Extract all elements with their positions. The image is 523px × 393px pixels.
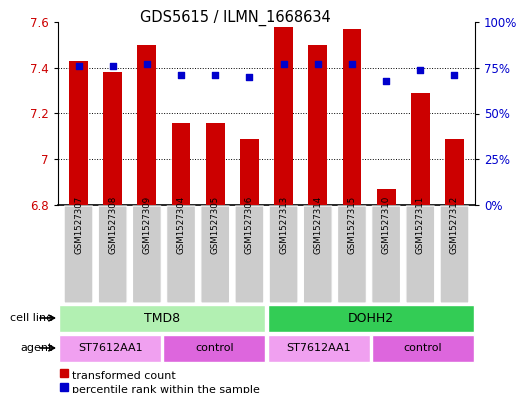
FancyBboxPatch shape bbox=[167, 206, 196, 303]
Bar bbox=[60, 369, 68, 377]
Bar bbox=[274, 27, 293, 205]
Text: ST7612AA1: ST7612AA1 bbox=[286, 343, 351, 353]
Point bbox=[279, 61, 288, 67]
FancyBboxPatch shape bbox=[337, 206, 366, 303]
Text: GSM1527311: GSM1527311 bbox=[416, 196, 425, 254]
Bar bbox=[268, 334, 370, 362]
Text: TMD8: TMD8 bbox=[144, 312, 180, 325]
Text: GSM1527306: GSM1527306 bbox=[245, 196, 254, 254]
FancyBboxPatch shape bbox=[303, 206, 332, 303]
Bar bbox=[411, 93, 430, 205]
Bar bbox=[445, 139, 464, 205]
Point bbox=[177, 72, 185, 78]
Bar bbox=[343, 29, 361, 205]
Point bbox=[245, 74, 254, 80]
Point bbox=[211, 72, 220, 78]
Text: control: control bbox=[195, 343, 234, 353]
FancyBboxPatch shape bbox=[201, 206, 230, 303]
Bar bbox=[372, 334, 474, 362]
FancyBboxPatch shape bbox=[235, 206, 264, 303]
Bar bbox=[59, 305, 266, 332]
Text: GDS5615 / ILMN_1668634: GDS5615 / ILMN_1668634 bbox=[140, 10, 331, 26]
FancyBboxPatch shape bbox=[132, 206, 161, 303]
Text: GSM1527305: GSM1527305 bbox=[211, 196, 220, 254]
Text: GSM1527313: GSM1527313 bbox=[279, 196, 288, 254]
Point bbox=[450, 72, 459, 78]
Point bbox=[382, 77, 390, 84]
Bar bbox=[309, 45, 327, 205]
Point bbox=[108, 63, 117, 69]
Text: DOHH2: DOHH2 bbox=[348, 312, 394, 325]
FancyBboxPatch shape bbox=[372, 206, 401, 303]
Text: ST7612AA1: ST7612AA1 bbox=[78, 343, 142, 353]
Bar bbox=[59, 334, 161, 362]
Text: GSM1527304: GSM1527304 bbox=[177, 196, 186, 254]
Text: control: control bbox=[404, 343, 442, 353]
FancyBboxPatch shape bbox=[440, 206, 469, 303]
Bar bbox=[103, 72, 122, 205]
Bar bbox=[172, 123, 190, 205]
FancyBboxPatch shape bbox=[64, 206, 93, 303]
Bar bbox=[240, 139, 259, 205]
Point bbox=[314, 61, 322, 67]
Bar bbox=[138, 45, 156, 205]
Point bbox=[416, 66, 425, 73]
Bar bbox=[60, 383, 68, 391]
Text: GSM1527315: GSM1527315 bbox=[347, 196, 357, 254]
Text: percentile rank within the sample: percentile rank within the sample bbox=[72, 385, 260, 393]
Text: GSM1527314: GSM1527314 bbox=[313, 196, 322, 254]
Text: GSM1527307: GSM1527307 bbox=[74, 196, 83, 254]
Point bbox=[74, 63, 83, 69]
Text: GSM1527309: GSM1527309 bbox=[142, 196, 151, 254]
Bar bbox=[377, 189, 395, 205]
Point bbox=[348, 61, 356, 67]
Text: agent: agent bbox=[20, 343, 53, 353]
Bar bbox=[163, 334, 266, 362]
Bar bbox=[268, 305, 474, 332]
FancyBboxPatch shape bbox=[406, 206, 435, 303]
Bar bbox=[206, 123, 225, 205]
Text: cell line: cell line bbox=[10, 313, 53, 323]
Bar bbox=[69, 61, 88, 205]
FancyBboxPatch shape bbox=[269, 206, 298, 303]
Text: transformed count: transformed count bbox=[72, 371, 176, 380]
Text: GSM1527312: GSM1527312 bbox=[450, 196, 459, 254]
Text: GSM1527308: GSM1527308 bbox=[108, 196, 117, 254]
FancyBboxPatch shape bbox=[98, 206, 127, 303]
Text: GSM1527310: GSM1527310 bbox=[382, 196, 391, 254]
Point bbox=[143, 61, 151, 67]
